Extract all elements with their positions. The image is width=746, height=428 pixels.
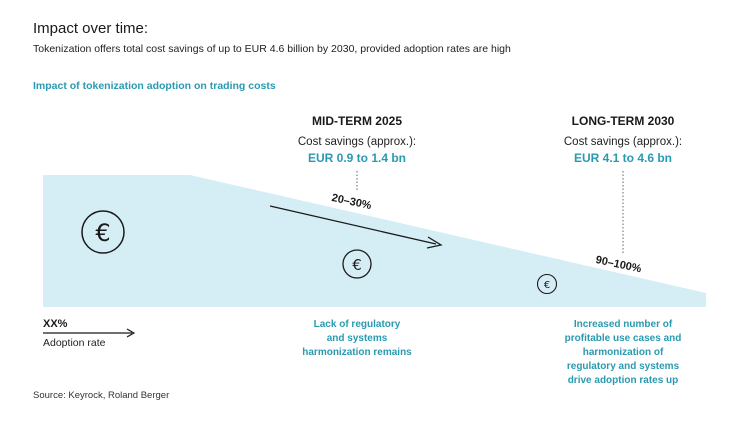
section-title: Impact of tokenization adoption on tradi… xyxy=(33,80,276,92)
mid-term-note-line: and systems xyxy=(326,333,388,344)
svg-text:€: € xyxy=(352,256,362,274)
euro-icon-large: € xyxy=(81,210,125,254)
long-term-note-line: harmonization of xyxy=(582,347,664,358)
legend-value: XX% xyxy=(43,318,68,330)
chart-subtitle: Tokenization offers total cost savings o… xyxy=(33,43,511,55)
legend-label: Adoption rate xyxy=(43,337,106,349)
svg-text:€: € xyxy=(544,280,550,291)
long-term-note: Increased number of profitable use cases… xyxy=(548,318,698,388)
cost-area xyxy=(43,175,706,307)
euro-icon-medium: € xyxy=(342,249,372,279)
long-term-note-line: profitable use cases and xyxy=(564,333,682,344)
long-term-note-line: regulatory and systems xyxy=(566,361,680,372)
long-term-title: LONG-TERM 2030 xyxy=(571,114,675,128)
svg-text:€: € xyxy=(95,219,110,247)
mid-term-note: Lack of regulatory and systems harmoniza… xyxy=(282,318,432,360)
long-term-savings-label: Cost savings (approx.): xyxy=(563,136,683,148)
mid-term-note-line: Lack of regulatory xyxy=(313,319,401,330)
legend-arrow-head xyxy=(126,328,136,338)
chart-title: Impact over time: xyxy=(33,20,149,37)
mid-term-savings-label: Cost savings (approx.): xyxy=(297,136,417,148)
long-term-note-line: drive adoption rates up xyxy=(567,375,679,386)
mid-term-note-line: harmonization remains xyxy=(302,347,412,358)
source-note: Source: Keyrock, Roland Berger xyxy=(33,390,170,401)
trend-arrow xyxy=(269,205,437,245)
mid-term-savings-value: EUR 0.9 to 1.4 bn xyxy=(307,151,407,165)
long-term-savings-value: EUR 4.1 to 4.6 bn xyxy=(573,151,673,165)
euro-icon-small: € xyxy=(536,273,558,295)
mid-term-title: MID-TERM 2025 xyxy=(311,114,403,128)
long-term-note-line: Increased number of xyxy=(573,319,673,330)
trend-arrow-head xyxy=(426,236,443,249)
